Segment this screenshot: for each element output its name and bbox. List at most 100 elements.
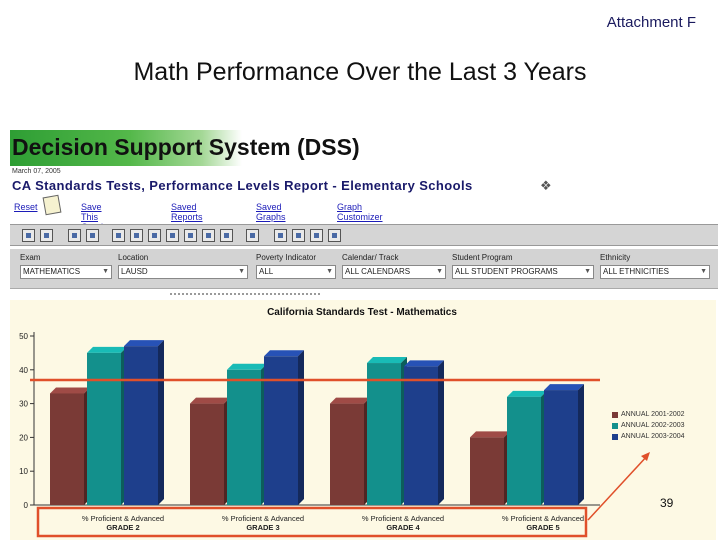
- bar-top: [404, 360, 444, 367]
- filter-poverty-value: ALL: [259, 267, 274, 276]
- saved-graphs-link[interactable]: Saved Graphs: [256, 202, 286, 222]
- dotted-separator: [170, 293, 320, 295]
- bar-top: [124, 340, 164, 347]
- bar: [50, 393, 84, 505]
- filter-exam: Exam MATHEMATICS ▼: [20, 253, 112, 279]
- bar-top: [87, 346, 127, 353]
- report-date: March 07, 2005: [12, 168, 61, 175]
- x-tick-label: GRADE 5: [526, 523, 559, 532]
- y-tick-label: 0: [24, 501, 29, 510]
- filter-location: Location LAUSD ▼: [118, 253, 248, 279]
- bar: [227, 369, 261, 505]
- filter-ethnicity-label: Ethnicity: [600, 253, 631, 262]
- toolbar-sort-icon[interactable]: [246, 229, 259, 242]
- toolbar-chart-grid-icon[interactable]: [184, 229, 197, 242]
- toolbar-legend-icon[interactable]: [220, 229, 233, 242]
- report-title: CA Standards Tests, Performance Levels R…: [12, 178, 473, 193]
- toolbar-copy-icon[interactable]: [68, 229, 81, 242]
- bar: [330, 403, 364, 505]
- toolbar-chart-type-icon[interactable]: [112, 229, 125, 242]
- page-number: 39: [660, 496, 674, 510]
- filter-poverty-label: Poverty Indicator: [256, 253, 317, 262]
- toolbar-chart-3d-icon[interactable]: [148, 229, 161, 242]
- chevron-down-icon: ▼: [102, 268, 109, 275]
- chevron-down-icon: ▼: [436, 268, 443, 275]
- chart-title: California Standards Test - Mathematics: [267, 307, 457, 318]
- toolbar-table-icon[interactable]: [40, 229, 53, 242]
- bar: [507, 396, 541, 505]
- bar-side: [438, 360, 444, 505]
- y-tick-label: 50: [19, 332, 28, 341]
- filter-program-label: Student Program: [452, 253, 513, 262]
- bar: [470, 437, 504, 505]
- bar: [124, 346, 158, 505]
- filter-exam-select[interactable]: MATHEMATICS ▼: [20, 265, 112, 279]
- filter-ethnicity-select[interactable]: ALL ETHNICITIES ▼: [600, 265, 710, 279]
- bar-top: [507, 390, 547, 397]
- filter-program: Student Program ALL STUDENT PROGRAMS ▼: [452, 253, 594, 279]
- bar-top: [367, 357, 407, 364]
- legend-label: ANNUAL 2001-2002: [621, 411, 685, 418]
- bar: [367, 363, 401, 505]
- bar: [404, 366, 438, 505]
- filter-program-select[interactable]: ALL STUDENT PROGRAMS ▼: [452, 265, 594, 279]
- toolbar-chart-stack-icon[interactable]: [166, 229, 179, 242]
- filter-poverty: Poverty Indicator ALL ▼: [256, 253, 336, 279]
- toolbar-chart-2d-icon[interactable]: [130, 229, 143, 242]
- bar: [190, 403, 224, 505]
- x-tick-label: GRADE 3: [246, 523, 279, 532]
- filter-ethnicity-value: ALL ETHNICITIES: [603, 267, 669, 276]
- filter-exam-value: MATHEMATICS: [23, 267, 81, 276]
- bar: [544, 390, 578, 505]
- x-tick-label: % Proficient & Advanced: [362, 514, 444, 523]
- bar-top: [330, 397, 370, 404]
- filter-program-value: ALL STUDENT PROGRAMS: [455, 267, 558, 276]
- toolbar-layout-icon[interactable]: [274, 229, 287, 242]
- filter-exam-label: Exam: [20, 253, 41, 262]
- saved-reports-link[interactable]: Saved Reports: [171, 202, 203, 222]
- chevron-down-icon: ▼: [584, 268, 591, 275]
- legend-item: ANNUAL 2001-2002: [612, 410, 685, 420]
- y-tick-label: 30: [19, 400, 28, 409]
- toolbar-chart-list-icon[interactable]: [202, 229, 215, 242]
- filter-ethnicity: Ethnicity ALL ETHNICITIES ▼: [600, 253, 710, 279]
- legend-swatch: [612, 423, 618, 429]
- toolbar-view-icon[interactable]: [292, 229, 305, 242]
- dss-app-title: Decision Support System (DSS): [10, 130, 410, 166]
- chevron-down-icon: ▼: [700, 268, 707, 275]
- legend-swatch: [612, 412, 618, 418]
- legend-item: ANNUAL 2002-2003: [612, 421, 685, 431]
- filter-bar: Exam MATHEMATICS ▼ Location LAUSD ▼ Povert…: [10, 249, 718, 289]
- help-icon[interactable]: ❖: [540, 178, 552, 193]
- bar: [87, 352, 121, 505]
- filter-location-value: LAUSD: [121, 267, 148, 276]
- bar-top: [227, 363, 267, 370]
- y-tick-label: 40: [19, 366, 28, 375]
- bar-side: [158, 340, 164, 505]
- x-tick-label: % Proficient & Advanced: [222, 514, 304, 523]
- filter-poverty-select[interactable]: ALL ▼: [256, 265, 336, 279]
- filter-location-select[interactable]: LAUSD ▼: [118, 265, 248, 279]
- toolbar-settings-icon[interactable]: [328, 229, 341, 242]
- filter-location-label: Location: [118, 253, 149, 262]
- graph-customizer-link[interactable]: Graph Customizer: [337, 202, 383, 222]
- filter-calendar-select[interactable]: ALL CALENDARS ▼: [342, 265, 446, 279]
- toolbar-calendar-icon[interactable]: [310, 229, 323, 242]
- graph-toolbar: [10, 224, 718, 246]
- x-tick-label: GRADE 2: [106, 523, 139, 532]
- chevron-down-icon: ▼: [238, 268, 245, 275]
- chart-legend: ANNUAL 2001-2002 ANNUAL 2002-2003 ANNUAL…: [612, 410, 685, 443]
- toolbar-export-icon[interactable]: [86, 229, 99, 242]
- bar: [264, 356, 298, 505]
- toolbar-print-icon[interactable]: [22, 229, 35, 242]
- slide-title: Math Performance Over the Last 3 Years: [133, 58, 587, 86]
- reset-link[interactable]: Reset: [14, 202, 38, 212]
- bar-side: [298, 350, 304, 505]
- legend-label: ANNUAL 2002-2003: [621, 422, 685, 429]
- y-tick-label: 10: [19, 467, 28, 476]
- attachment-label: Attachment F: [606, 14, 696, 31]
- bar-top: [50, 387, 90, 394]
- x-tick-label: GRADE 4: [386, 523, 420, 532]
- y-tick-label: 20: [19, 433, 28, 442]
- filter-calendar-value: ALL CALENDARS: [345, 267, 411, 276]
